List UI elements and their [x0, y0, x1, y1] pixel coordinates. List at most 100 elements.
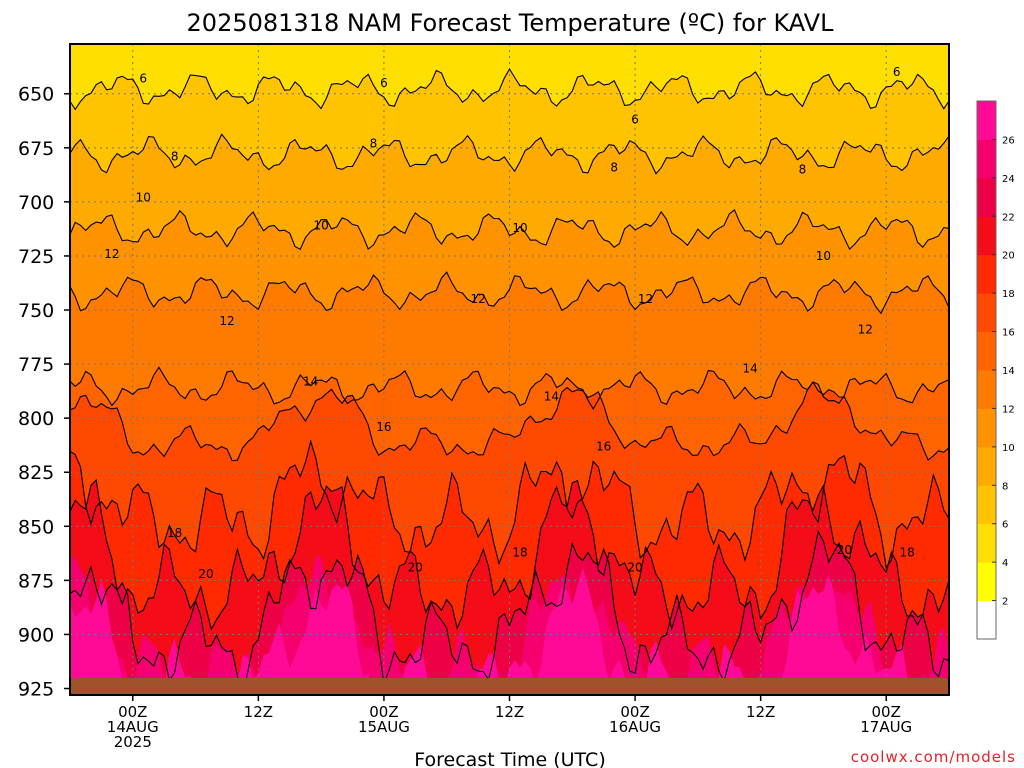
contour-label: 10 [512, 221, 527, 235]
contour-label: 18 [900, 545, 915, 559]
isotherm-8 [70, 133, 949, 175]
colorbar-label: 26 [1002, 135, 1015, 146]
y-tick-label: 825 [18, 462, 54, 484]
band-above-26 [70, 567, 941, 695]
x-tick-label: 17AUG [860, 718, 912, 736]
colorbar-swatch [977, 370, 996, 409]
y-axis: 650 675 700 725 750 775 800 825 850 875 900 925 [18, 84, 70, 701]
contour-label: 16 [376, 420, 391, 434]
contour-label: 12 [858, 322, 873, 336]
contour-label: 20 [198, 567, 213, 581]
colorbar-swatch [977, 600, 996, 640]
x-tick-label: 2025 [114, 733, 152, 751]
colorbar-label: 24 [1002, 174, 1015, 185]
contour-label: 10 [314, 219, 329, 233]
contour-label: 12 [219, 314, 234, 328]
x-tick-label: 12Z [244, 703, 273, 721]
isotherm-16 [70, 381, 949, 462]
isotherm-22 [70, 529, 949, 695]
contour-label: 20 [837, 543, 852, 557]
x-tick-label: 14AUG [107, 718, 159, 736]
x-tick-label: 12Z [495, 703, 524, 721]
y-tick-label: 700 [18, 192, 54, 214]
colorbar-swatch [977, 562, 996, 602]
colorbar-label: 16 [1002, 328, 1015, 339]
contour-label: 16 [596, 439, 611, 453]
colorbar-label: 10 [1002, 443, 1015, 454]
contour-label: 10 [816, 249, 831, 263]
contour-label: 14 [303, 374, 318, 388]
colorbar-label: 8 [1002, 481, 1008, 492]
band-above-24 [70, 555, 949, 695]
y-tick-label: 750 [18, 300, 54, 322]
contour-label: 18 [167, 526, 182, 540]
colorbar-label: 4 [1002, 558, 1008, 569]
x-tick-label: 00Z [118, 703, 147, 721]
x-tick-label: 00Z [369, 703, 398, 721]
y-tick-label: 775 [18, 354, 54, 376]
ground-layer [70, 678, 949, 695]
contour-label: 14 [544, 390, 559, 404]
colorbar-label: 20 [1002, 251, 1015, 262]
contour-label: 10 [136, 191, 151, 205]
contour-label: 8 [799, 162, 807, 176]
contour-label: 18 [512, 545, 527, 559]
contour-label: 6 [893, 65, 901, 79]
x-tick-label: 00Z [620, 703, 649, 721]
contour-label: 20 [627, 560, 642, 574]
colorbar-swatch [977, 293, 996, 333]
isotherm-10 [70, 209, 949, 251]
temperature-field [70, 44, 949, 695]
isotherm-20 [70, 478, 949, 631]
contour-label: 12 [470, 292, 485, 306]
contour-label: 12 [104, 247, 119, 261]
colorbar-swatch [977, 446, 996, 486]
x-axis-label: Forecast Time (UTC) [414, 749, 605, 768]
isotherm-18 [70, 439, 949, 569]
colorbar-label: 22 [1002, 212, 1015, 223]
contour-label: 12 [638, 292, 653, 306]
y-tick-label: 800 [18, 408, 54, 430]
x-tick-label: 12Z [746, 703, 775, 721]
isotherm-14 [70, 366, 949, 410]
contour-label: 14 [743, 361, 758, 375]
y-tick-label: 650 [18, 84, 54, 106]
colorbar-swatch [977, 254, 996, 294]
contour-label: 20 [408, 560, 423, 574]
colorbar-label: 14 [1002, 366, 1015, 377]
contour-label: 6 [631, 113, 639, 127]
colorbar-label: 6 [1002, 520, 1008, 531]
y-tick-label: 925 [18, 679, 54, 701]
colorbar-label: 12 [1002, 404, 1015, 415]
colorbar-label: 2 [1002, 597, 1008, 608]
y-tick-label: 675 [18, 138, 54, 160]
colorbar-swatch [977, 331, 996, 371]
contour-label: 8 [370, 136, 378, 150]
colorbar-swatch [977, 101, 996, 140]
isotherm-labels: 6 6 6 6 8 8 8 8 10 10 10 10 12 12 12 12 12 14 14 14 16 16 18 18… [104, 65, 915, 581]
isotherm-12 [70, 271, 949, 315]
colorbar-swatch [977, 523, 996, 563]
x-tick-label: 00Z [872, 703, 901, 721]
colorbar-swatch [977, 408, 996, 448]
contour-label: 8 [171, 149, 179, 163]
isotherm-6 [70, 68, 949, 111]
y-tick-label: 725 [18, 246, 54, 268]
colorbar-swatch [977, 177, 996, 217]
x-tick-label: 16AUG [609, 718, 661, 736]
y-tick-label: 850 [18, 516, 54, 538]
colorbar-swatch [977, 216, 996, 256]
isotherm-contours [70, 68, 949, 695]
contour-label: 6 [139, 72, 147, 86]
colorbar-swatch [977, 485, 996, 525]
y-tick-label: 875 [18, 570, 54, 592]
colorbar-swatch [977, 139, 996, 179]
x-tick-label: 15AUG [358, 718, 410, 736]
colorbar-label: 18 [1002, 289, 1015, 300]
credit-text: coolwx.com/models [851, 748, 1016, 766]
chart-title: 2025081318 NAM Forecast Temperature (ºC)… [187, 9, 835, 37]
contour-label: 8 [610, 160, 618, 174]
